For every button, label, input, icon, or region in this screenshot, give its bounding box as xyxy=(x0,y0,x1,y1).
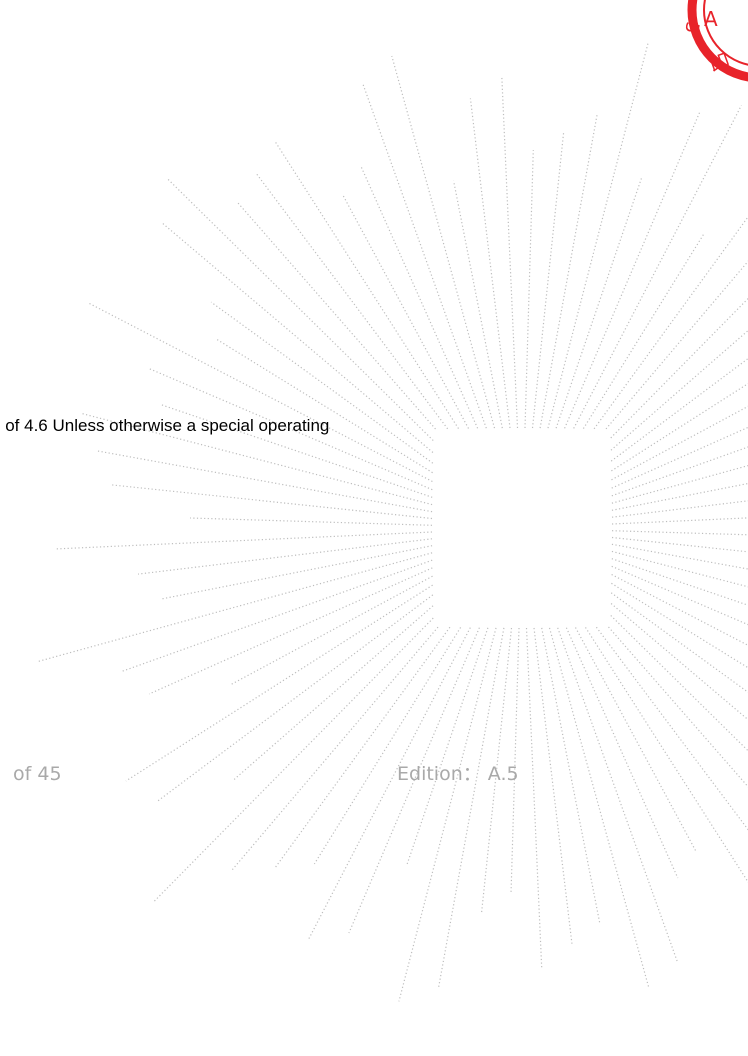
sunburst-ray xyxy=(231,626,439,870)
sunburst-ray xyxy=(237,202,436,430)
sunburst-ray xyxy=(610,297,748,439)
sunburst-ray xyxy=(138,538,433,575)
sunburst-ray xyxy=(524,150,534,429)
sunburst-ray xyxy=(216,338,433,474)
sunburst-ray xyxy=(611,405,748,481)
sunburst-ray xyxy=(469,98,511,429)
sunburst-ray xyxy=(111,484,433,520)
sunburst-ray xyxy=(610,615,748,752)
red-seal-stamp: A 印 5 xyxy=(680,0,748,82)
sunburst-ray xyxy=(611,382,748,472)
sunburst-ray xyxy=(125,584,433,782)
sunburst-ray xyxy=(584,627,748,884)
sunburst-ray xyxy=(157,594,434,802)
sunburst-ray xyxy=(541,627,601,923)
sunburst-ray xyxy=(453,180,503,429)
sunburst-ray xyxy=(608,626,748,788)
sunburst-ray xyxy=(605,260,748,430)
sunburst-ray xyxy=(611,530,748,536)
sunburst-ray xyxy=(405,627,489,867)
sunburst-ray xyxy=(161,545,433,600)
sunburst-ray xyxy=(611,536,748,553)
sunburst-ray xyxy=(610,357,748,462)
footer-edition: Edition： A.5 xyxy=(397,763,519,785)
sunburst-ray xyxy=(573,105,742,429)
sunburst-ray xyxy=(539,115,598,429)
sunburst-ray xyxy=(610,329,748,451)
sunburst-ray xyxy=(437,627,505,989)
sunburst-ray xyxy=(593,215,748,430)
sunburst-ray xyxy=(547,42,649,429)
sunburst-ray xyxy=(341,193,470,429)
sunburst-ray xyxy=(611,582,748,669)
sunburst-ray xyxy=(362,83,487,429)
sunburst-ray xyxy=(611,500,748,518)
sunburst-ray xyxy=(510,627,520,894)
stamp-inner-ring xyxy=(703,0,748,66)
sunburst-ray xyxy=(153,617,434,903)
sunburst-ray xyxy=(611,446,748,497)
sunburst-ray xyxy=(274,141,460,429)
sunburst-ray xyxy=(121,559,433,673)
sunburst-ray xyxy=(87,302,433,483)
stamp-text-5: 5 xyxy=(680,20,703,35)
sunburst-ray xyxy=(398,627,497,1002)
sunburst-ray xyxy=(190,517,433,526)
body-text-line-1: s of 4.6 Unless otherwise a special oper… xyxy=(0,416,330,435)
sunburst-ray xyxy=(611,550,748,588)
sunburst-ray xyxy=(611,482,748,511)
sunburst-ray xyxy=(611,517,748,525)
sunburst-ray xyxy=(95,450,433,513)
sunburst-ray xyxy=(233,605,434,780)
sunburst-ray xyxy=(148,567,433,695)
sunburst-ray xyxy=(611,558,748,606)
stamp-text-a: A xyxy=(704,7,718,31)
sunburst-ray xyxy=(533,627,573,946)
sunburst-ray xyxy=(565,627,679,879)
sunburst-ray xyxy=(525,627,543,968)
sunburst-ray xyxy=(210,301,434,464)
sunburst-ray xyxy=(611,543,748,570)
sunburst-ray xyxy=(611,465,748,504)
stamp-outer-ring xyxy=(687,0,748,82)
sunburst-ray xyxy=(611,573,748,646)
sunburst-ray xyxy=(229,575,433,686)
sunburst-ray xyxy=(611,565,748,626)
sunburst-ray xyxy=(255,172,449,430)
sunburst-ray xyxy=(501,76,519,429)
sunburst-ray xyxy=(36,552,433,663)
sunburst-ray xyxy=(582,232,705,429)
footer-page-count: of 45 xyxy=(13,763,62,785)
sunburst-ray xyxy=(595,626,748,831)
sunburst-ray xyxy=(531,131,565,429)
sunburst-ray xyxy=(56,531,433,550)
sunburst-ray xyxy=(548,627,650,989)
sunburst-ray xyxy=(391,55,496,429)
sunburst-ray xyxy=(555,178,642,429)
sunburst-ray xyxy=(166,177,434,441)
sunburst-ray xyxy=(360,166,479,429)
body-text-line-2: s xyxy=(0,474,1,494)
sunburst-ray xyxy=(611,426,748,489)
sunburst-ray xyxy=(313,627,462,865)
sunburst-ray xyxy=(557,627,678,962)
sunburst-ray xyxy=(574,627,697,852)
sunburst-ray xyxy=(610,603,748,721)
sunburst-ray xyxy=(610,592,748,693)
sunburst-ray xyxy=(564,111,701,429)
sunburst-ray xyxy=(274,626,451,869)
